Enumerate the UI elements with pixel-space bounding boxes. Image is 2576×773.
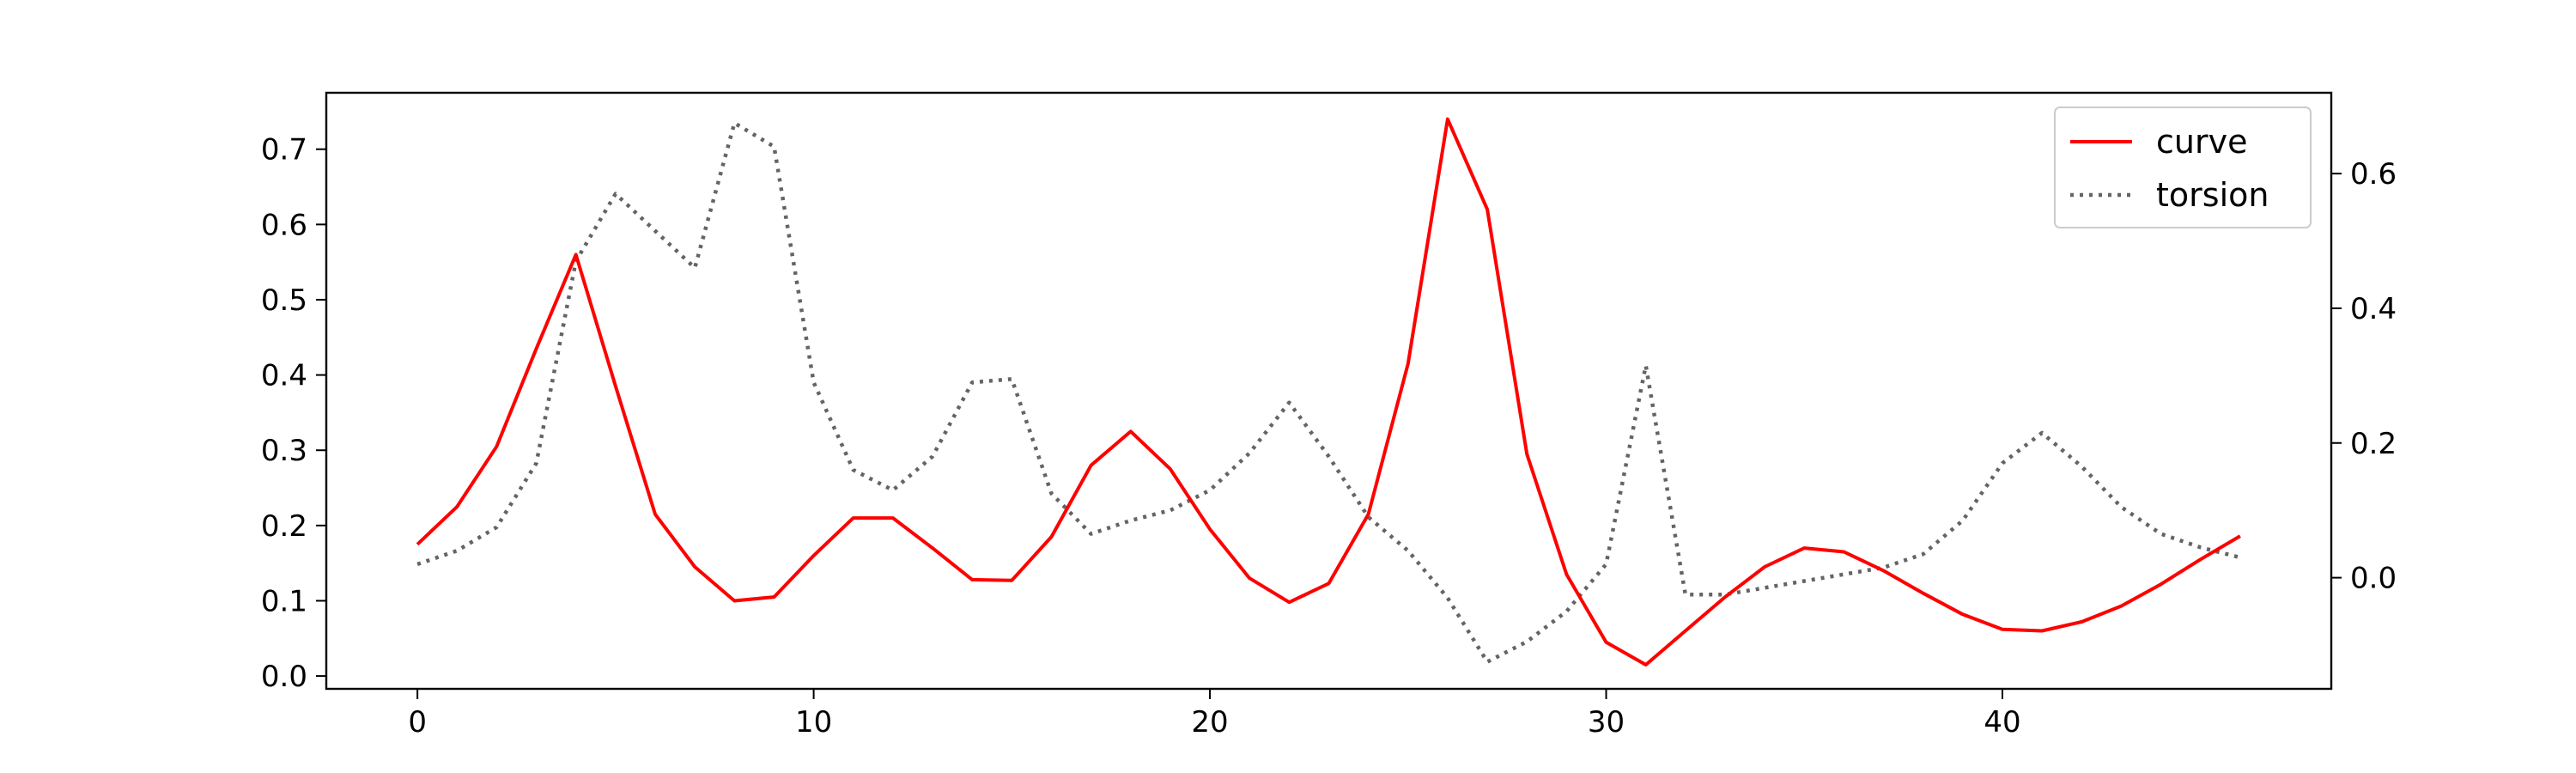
legend: curve torsion <box>2054 107 2312 228</box>
x-axis: 0 10 20 30 40 <box>408 689 2021 740</box>
legend-label-curve: curve <box>2156 123 2247 161</box>
series-line-torsion <box>416 121 2241 664</box>
x-tick-label: 10 <box>795 705 832 740</box>
plot-frame <box>325 91 2333 691</box>
plot-background <box>326 93 2331 689</box>
x-tick-label: 40 <box>1984 705 2020 740</box>
y-left-tick-label: 0.2 <box>261 509 307 544</box>
y-axis-right: 0.0 0.2 0.4 0.6 <box>2331 157 2397 596</box>
y-axis-left: 0.0 0.1 0.2 0.3 0.4 0.5 0.6 0.7 <box>261 133 326 694</box>
x-tick-label: 30 <box>1588 705 1625 740</box>
y-left-tick-label: 0.7 <box>261 133 307 167</box>
series-line-curve <box>416 117 2241 666</box>
y-left-tick-label: 0.0 <box>261 660 307 694</box>
y-left-tick-label: 0.1 <box>261 584 307 618</box>
y-right-tick-label: 0.0 <box>2350 562 2397 596</box>
y-left-tick-label: 0.5 <box>261 283 307 318</box>
y-right-tick-label: 0.2 <box>2350 427 2397 461</box>
x-tick-label: 20 <box>1191 705 1228 740</box>
series-layer <box>416 117 2241 666</box>
y-left-tick-label: 0.3 <box>261 434 307 468</box>
y-right-tick-label: 0.4 <box>2350 292 2397 326</box>
y-left-tick-label: 0.6 <box>261 208 307 242</box>
legend-label-torsion: torsion <box>2156 176 2269 214</box>
y-right-tick-label: 0.6 <box>2350 157 2397 192</box>
x-tick-label: 0 <box>408 705 427 740</box>
legend-box <box>2054 107 2312 228</box>
y-left-tick-label: 0.4 <box>261 359 307 393</box>
